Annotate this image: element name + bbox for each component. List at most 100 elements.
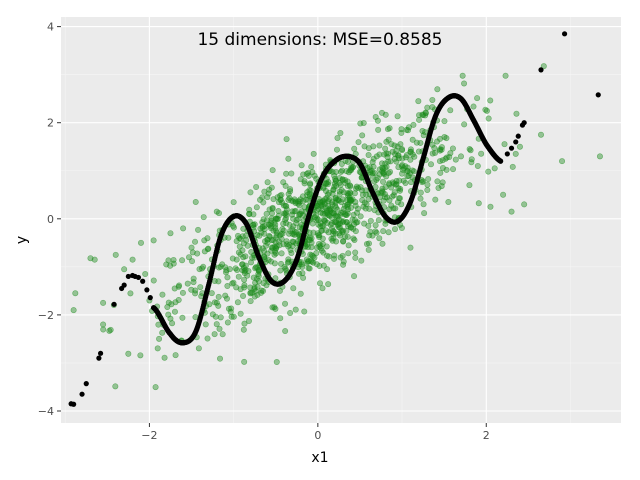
observed-point bbox=[247, 298, 254, 305]
observed-point bbox=[441, 118, 448, 125]
y-axis-title: y bbox=[14, 236, 30, 244]
observed-point bbox=[296, 224, 303, 231]
prediction-point bbox=[147, 295, 153, 301]
observed-point bbox=[121, 266, 128, 273]
observed-point bbox=[340, 261, 347, 268]
x-axis-title: x1 bbox=[311, 450, 328, 466]
observed-point bbox=[351, 273, 358, 280]
observed-point bbox=[275, 212, 282, 219]
observed-point bbox=[270, 227, 277, 234]
observed-point bbox=[333, 146, 340, 153]
observed-point bbox=[287, 186, 294, 193]
y-tick-label: −4 bbox=[38, 405, 54, 418]
observed-point bbox=[240, 240, 247, 247]
observed-points bbox=[70, 63, 603, 391]
observed-point bbox=[428, 161, 435, 168]
observed-point bbox=[438, 183, 445, 190]
observed-point bbox=[213, 299, 220, 306]
observed-point bbox=[378, 188, 385, 195]
observed-point bbox=[389, 179, 396, 186]
observed-point bbox=[215, 278, 222, 285]
observed-point bbox=[330, 230, 337, 237]
observed-point bbox=[369, 159, 376, 166]
observed-point bbox=[249, 254, 256, 261]
observed-point bbox=[290, 215, 297, 222]
prediction-point bbox=[538, 67, 544, 73]
observed-point bbox=[339, 252, 346, 259]
observed-point bbox=[331, 183, 338, 190]
observed-point bbox=[416, 112, 423, 119]
observed-point bbox=[443, 166, 450, 173]
observed-point bbox=[321, 196, 328, 203]
observed-point bbox=[350, 211, 357, 218]
observed-point bbox=[540, 63, 547, 70]
observed-point bbox=[259, 219, 266, 226]
observed-point bbox=[396, 195, 403, 202]
observed-point bbox=[150, 277, 157, 284]
observed-point bbox=[189, 249, 196, 256]
observed-point bbox=[513, 110, 520, 117]
observed-point bbox=[237, 286, 244, 293]
observed-point bbox=[447, 107, 454, 114]
observed-point bbox=[521, 201, 528, 208]
observed-point bbox=[138, 239, 145, 246]
observed-point bbox=[298, 208, 305, 215]
observed-point bbox=[434, 86, 441, 93]
observed-point bbox=[240, 326, 247, 333]
observed-point bbox=[253, 184, 260, 191]
observed-point bbox=[467, 147, 474, 154]
observed-point bbox=[285, 196, 292, 203]
observed-point bbox=[392, 205, 399, 212]
observed-point bbox=[442, 155, 449, 162]
observed-point bbox=[321, 201, 328, 208]
observed-point bbox=[379, 168, 386, 175]
observed-point bbox=[112, 383, 119, 390]
observed-point bbox=[399, 146, 406, 153]
observed-point bbox=[366, 232, 373, 239]
observed-point bbox=[258, 287, 265, 294]
observed-point bbox=[339, 177, 346, 184]
observed-point bbox=[269, 205, 276, 212]
observed-point bbox=[171, 285, 178, 292]
observed-point bbox=[306, 186, 313, 193]
observed-point bbox=[202, 321, 209, 328]
observed-point bbox=[189, 258, 196, 265]
observed-point bbox=[382, 111, 389, 118]
observed-point bbox=[443, 135, 450, 142]
observed-point bbox=[374, 117, 381, 124]
observed-point bbox=[276, 287, 283, 294]
observed-point bbox=[385, 136, 392, 143]
observed-point bbox=[559, 158, 566, 165]
observed-point bbox=[165, 311, 172, 318]
observed-point bbox=[268, 210, 275, 217]
observed-point bbox=[293, 240, 300, 247]
observed-point bbox=[283, 238, 290, 245]
observed-point bbox=[179, 257, 186, 264]
observed-point bbox=[343, 219, 350, 226]
observed-point bbox=[208, 290, 215, 297]
prediction-point bbox=[140, 278, 146, 284]
observed-point bbox=[188, 244, 195, 251]
observed-point bbox=[409, 136, 416, 143]
observed-point bbox=[283, 170, 290, 177]
observed-point bbox=[245, 318, 252, 325]
observed-point bbox=[354, 219, 361, 226]
observed-point bbox=[204, 235, 211, 242]
observed-point bbox=[190, 275, 197, 282]
observed-point bbox=[290, 239, 297, 246]
observed-point bbox=[437, 135, 444, 142]
observed-point bbox=[264, 239, 271, 246]
observed-point bbox=[431, 145, 438, 152]
observed-point bbox=[278, 236, 285, 243]
observed-point bbox=[386, 181, 393, 188]
observed-point bbox=[260, 216, 267, 223]
observed-point bbox=[439, 164, 446, 171]
prediction-point bbox=[135, 274, 142, 281]
observed-point bbox=[172, 352, 179, 359]
observed-point bbox=[390, 192, 397, 199]
observed-point bbox=[596, 153, 603, 160]
observed-point bbox=[405, 127, 412, 134]
observed-point bbox=[376, 142, 383, 149]
prediction-point bbox=[71, 401, 77, 407]
observed-point bbox=[429, 141, 436, 148]
